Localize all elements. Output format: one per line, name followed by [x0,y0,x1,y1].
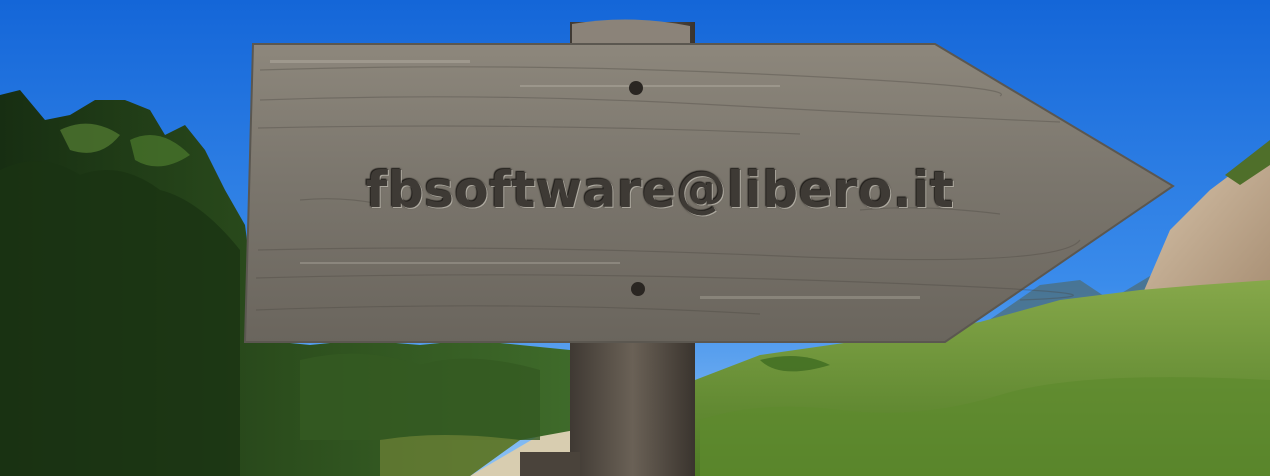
rock-cliff [1140,145,1270,300]
wood-grain [255,66,1081,315]
arrow-sign-board [243,43,1175,343]
engraved-email-text: fbsoftware@libero.it [365,161,955,219]
nail-hole-top [629,81,643,95]
nail-hole-bottom [631,282,645,296]
